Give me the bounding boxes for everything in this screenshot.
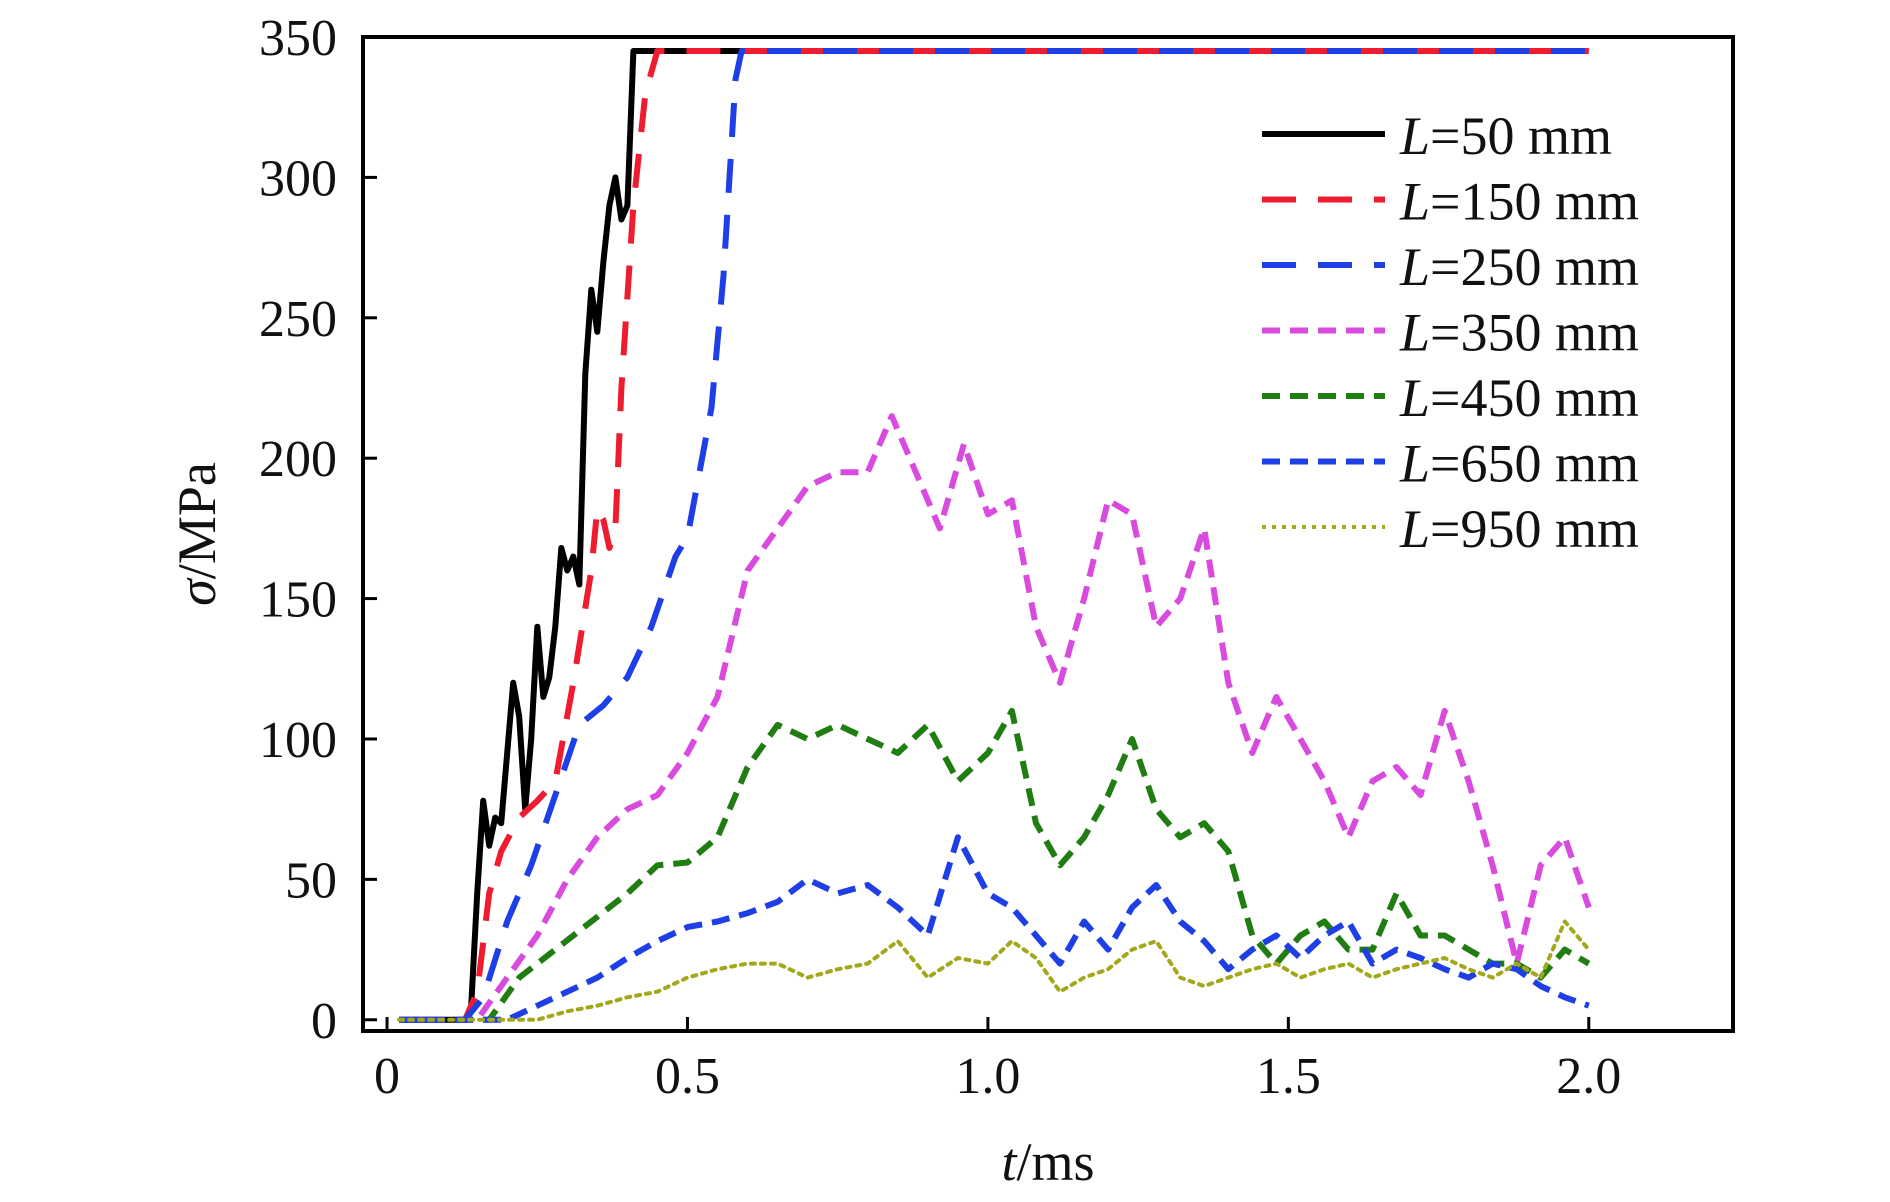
x-axis-variable: t (1001, 1132, 1018, 1192)
y-tick-label: 0 (311, 993, 337, 1050)
series-line (399, 707, 1591, 1023)
legend-label: L=350 mm (1399, 303, 1639, 363)
legend-label-variable: L (1399, 303, 1430, 363)
y-tick-label: 200 (259, 431, 337, 488)
y-tick-label: 350 (259, 10, 337, 67)
legend-label-text: =950 mm (1430, 499, 1639, 559)
legend-label-text: =250 mm (1430, 237, 1639, 297)
legend-label-text: =150 mm (1430, 172, 1639, 232)
x-tick-label: 0 (374, 1048, 400, 1105)
y-tick-label: 150 (259, 572, 337, 629)
legend-label: L=950 mm (1399, 499, 1639, 559)
x-axis-title: t/ms (1001, 1132, 1094, 1192)
series-line (399, 834, 1590, 1023)
x-tick-label: 1.0 (955, 1048, 1020, 1105)
x-tick-label: 1.5 (1256, 1048, 1321, 1105)
legend-label: L=150 mm (1399, 172, 1639, 232)
y-axis-unit: /MPa (167, 462, 227, 579)
y-tick-label: 100 (259, 712, 337, 769)
legend-label-variable: L (1399, 368, 1430, 428)
legend-label: L=50 mm (1399, 106, 1612, 166)
plot-frame (361, 35, 1735, 1033)
y-tick-label: 300 (259, 150, 337, 207)
series-line (399, 48, 1589, 1023)
legend-label: L=650 mm (1399, 434, 1639, 494)
legend-label-variable: L (1399, 172, 1430, 232)
legend: L=50 mmL=150 mmL=250 mmL=350 mmL=450 mmL… (1262, 106, 1639, 559)
y-axis-variable: σ (167, 577, 227, 606)
legend-label: L=250 mm (1399, 237, 1639, 297)
legend-label-text: =450 mm (1430, 368, 1639, 428)
y-tick-label: 50 (285, 852, 337, 909)
legend-label-text: =350 mm (1430, 303, 1639, 363)
series-line (399, 413, 1592, 1023)
legend-label-text: =650 mm (1430, 434, 1639, 494)
y-axis-title: σ/MPa (167, 462, 227, 606)
legend-label-variable: L (1399, 106, 1430, 166)
x-tick-label: 2.0 (1556, 1048, 1621, 1105)
y-axis: 0 50 100 150 200 250 300 350 (259, 10, 377, 1050)
y-tick-label: 250 (259, 291, 337, 348)
legend-label-variable: L (1399, 499, 1430, 559)
series-line (399, 48, 1589, 1023)
series-line (399, 48, 760, 1023)
series-line (397, 919, 1591, 1022)
plot-area (397, 48, 1592, 1023)
x-tick-label: 0.5 (655, 1048, 720, 1105)
legend-label-text: =50 mm (1430, 106, 1612, 166)
x-axis: 0 0.5 1.0 1.5 2.0 (374, 1017, 1621, 1105)
x-axis-unit: /ms (1016, 1132, 1094, 1192)
legend-label: L=450 mm (1399, 368, 1639, 428)
legend-label-variable: L (1399, 434, 1430, 494)
legend-label-variable: L (1399, 237, 1430, 297)
